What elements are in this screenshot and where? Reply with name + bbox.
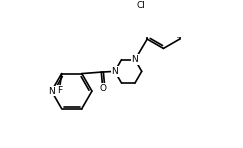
Text: N: N (48, 87, 55, 96)
Text: N: N (132, 55, 138, 64)
Text: O: O (99, 84, 106, 93)
Text: N: N (111, 67, 118, 76)
Text: F: F (57, 86, 62, 95)
Text: Cl: Cl (137, 1, 146, 10)
